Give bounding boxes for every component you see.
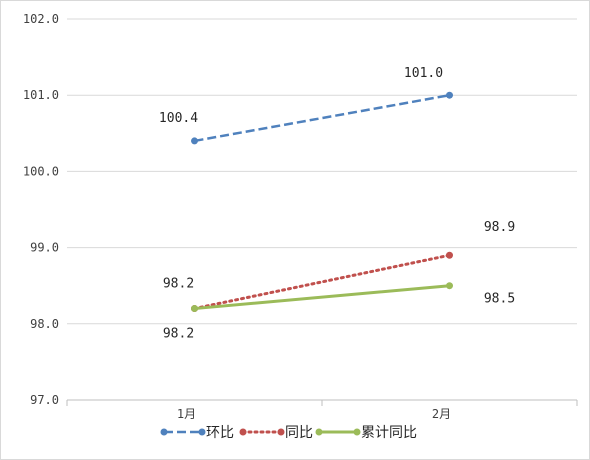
- y-tick-label: 98.0: [30, 317, 59, 331]
- data-label: 98.9: [484, 220, 515, 235]
- y-tick-label: 97.0: [30, 393, 59, 407]
- data-point-2-0: [191, 305, 198, 313]
- data-label: 98.2: [163, 327, 194, 342]
- y-tick-label: 101.0: [23, 88, 59, 102]
- data-label: 98.5: [484, 292, 515, 307]
- data-label: 101.0: [404, 66, 443, 81]
- legend-swatch-dot: [315, 428, 323, 436]
- legend-swatch-dot: [160, 428, 168, 436]
- legend-swatch-dot: [239, 428, 247, 436]
- y-tick-label: 100.0: [23, 164, 59, 178]
- data-point-1-1: [446, 251, 453, 259]
- x-tick-label: 2月: [432, 407, 451, 421]
- series-line-2: [193, 284, 451, 311]
- y-tick-label: 99.0: [30, 241, 59, 255]
- x-tick-label: 1月: [177, 407, 196, 421]
- legend-label: 环比: [206, 425, 234, 441]
- data-point-0-0: [191, 137, 198, 145]
- legend-label: 同比: [285, 425, 313, 441]
- legend-swatch-dot: [198, 428, 206, 436]
- legend-swatch-dot: [353, 428, 361, 436]
- y-tick-label: 102.0: [23, 12, 59, 26]
- data-label: 100.4: [159, 111, 198, 126]
- data-point-2-1: [446, 282, 453, 290]
- series-line-1: [193, 253, 451, 311]
- series-line-0: [194, 93, 450, 143]
- legend-swatch-dot: [277, 428, 285, 436]
- legend-label: 累计同比: [361, 425, 417, 441]
- data-point-0-1: [446, 91, 453, 99]
- data-label: 98.2: [163, 277, 194, 292]
